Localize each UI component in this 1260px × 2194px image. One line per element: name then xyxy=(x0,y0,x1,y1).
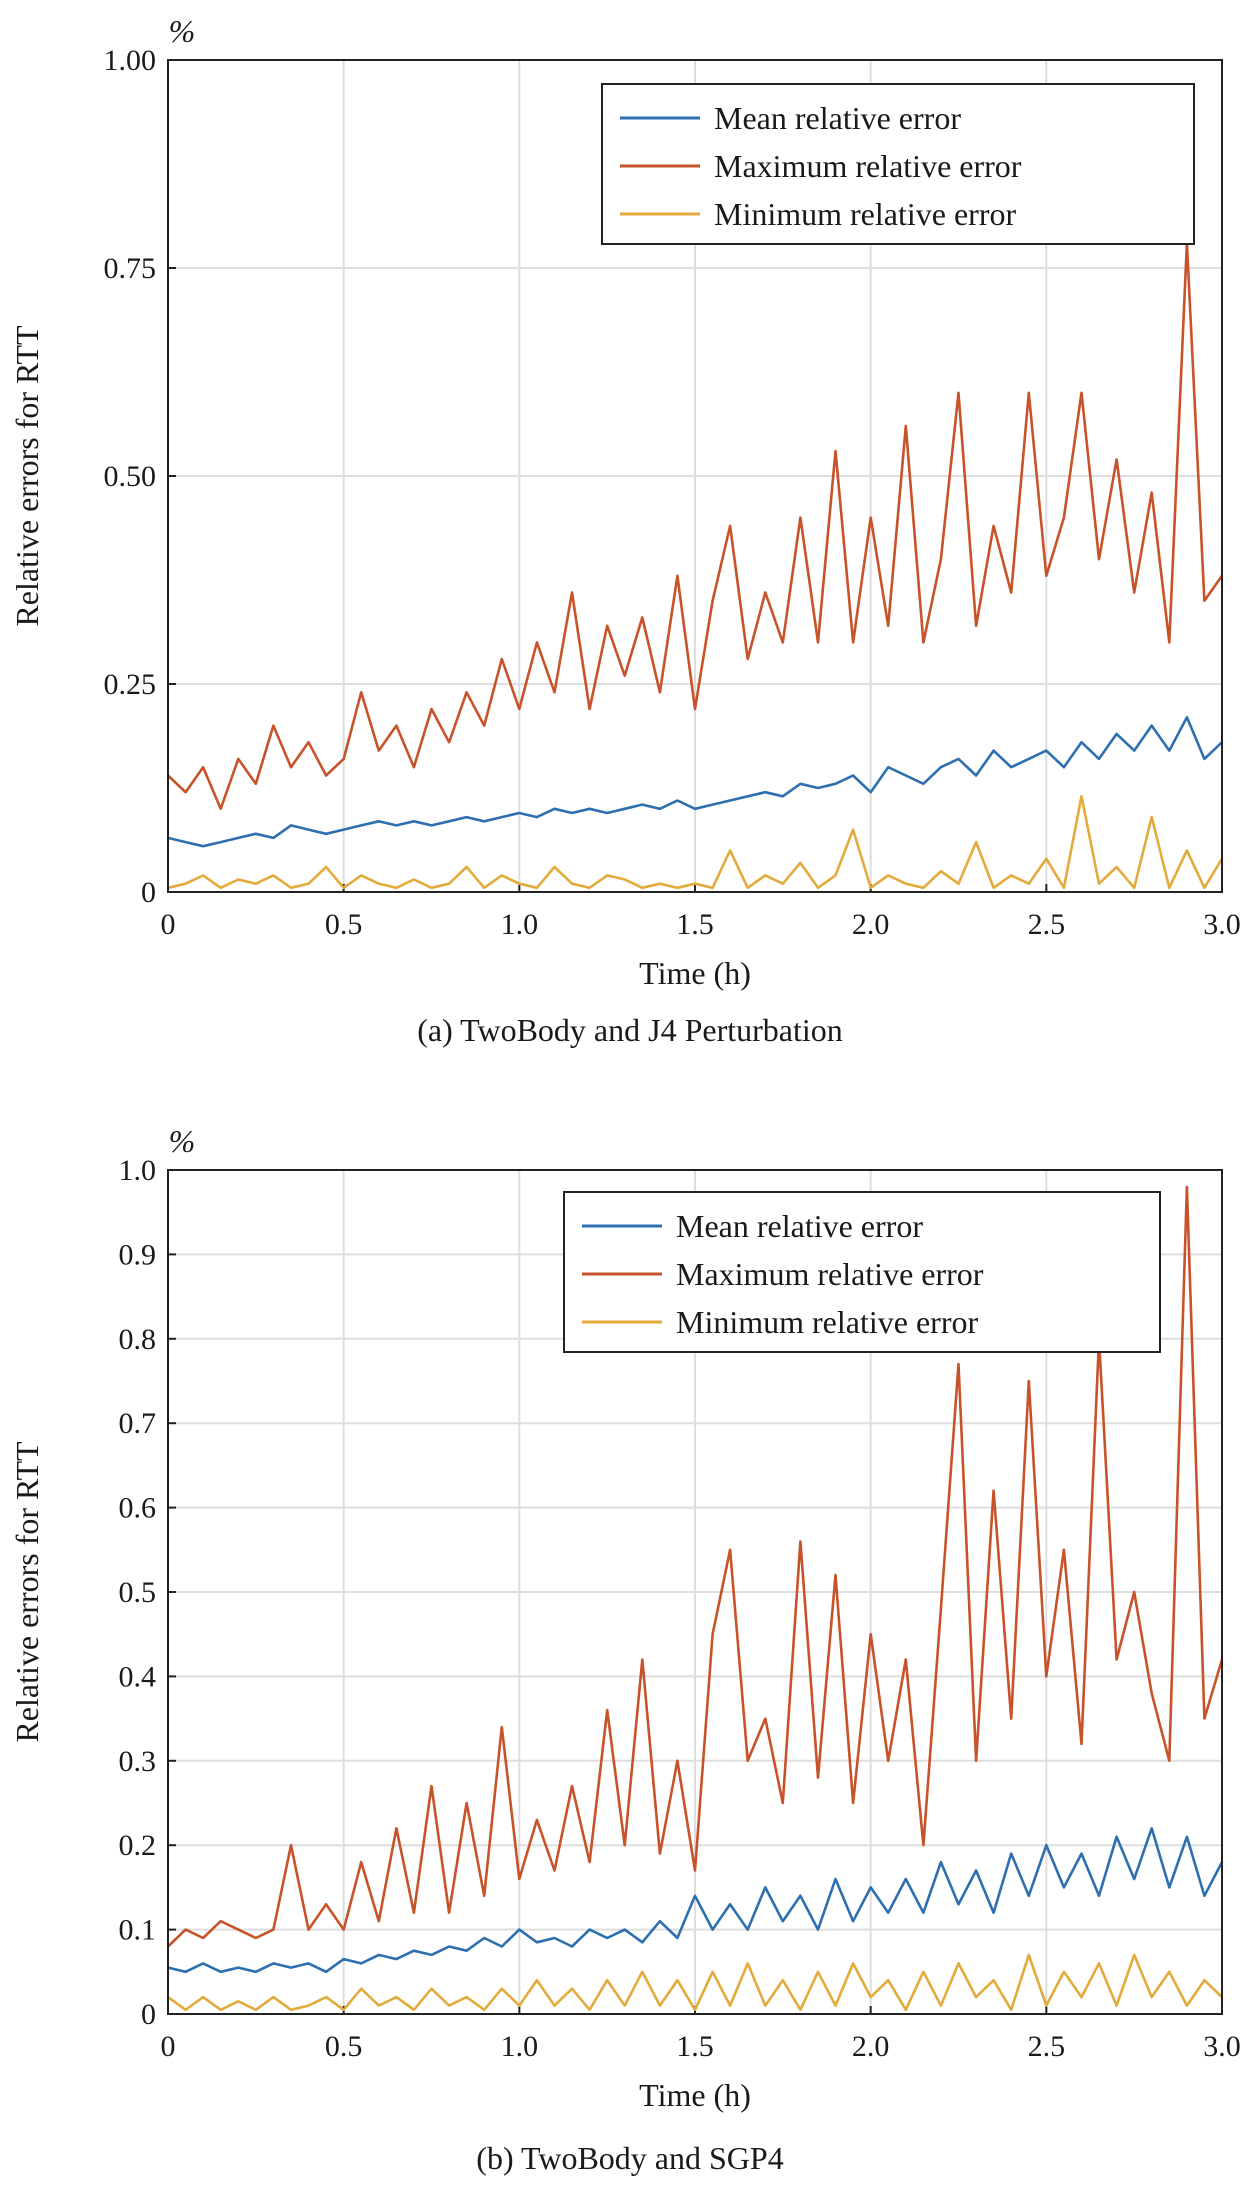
y-tick-label: 0.75 xyxy=(104,252,157,285)
series-line-mean-relative-error xyxy=(167,1826,1224,1974)
y-tick-label: 0.1 xyxy=(119,1914,157,1947)
plot-frame xyxy=(167,59,1223,893)
series-line-minimum-relative-error xyxy=(167,1953,1223,2012)
figure-a: 0 0.5 1.0 1.5 2.0 2.5 3.0 0 0.25 0.50 0.75 1.00% Tim… xyxy=(9,13,1241,1048)
unit-label: % xyxy=(169,1123,196,1159)
x-tick-label: 2.0 xyxy=(852,2030,890,2063)
y-axis-label: Relative errors for RTT xyxy=(9,1441,45,1743)
legend-label: Maximum relative error xyxy=(714,148,1022,184)
legend-label: Mean relative error xyxy=(714,100,961,136)
y-tick-label: 0.3 xyxy=(119,1745,157,1778)
y-tick-label: 0.8 xyxy=(119,1323,157,1356)
legend-label: Maximum relative error xyxy=(676,1256,984,1292)
x-tick-label: 1.5 xyxy=(676,2030,714,2063)
x-axis-label: Time (h) xyxy=(639,2077,751,2113)
x-tick-label: 1.5 xyxy=(676,908,714,941)
figure-b: 0 0.5 1.0 1.5 2.0 2.5 3.0 0 0.1 0.2 0.3 0.4 0.5 0.6 0.… xyxy=(0,1100,1260,2194)
y-tick-label: 1.0 xyxy=(119,1154,157,1187)
series-line-mean-relative-error xyxy=(167,715,1223,848)
x-axis-label: Time (h) xyxy=(639,955,751,991)
legend-label: Minimum relative error xyxy=(714,196,1016,232)
caption-a: (a) TwoBody and J4 Perturbation xyxy=(417,1012,843,1048)
x-tick-label: 3.0 xyxy=(1203,2030,1241,2063)
x-tick-label: 0.5 xyxy=(325,908,363,941)
y-tick-label: 0.2 xyxy=(119,1829,157,1862)
y-tick-label: 0 xyxy=(141,1998,156,2031)
y-tick-label: 0.50 xyxy=(104,460,157,493)
x-tick-label: 2.5 xyxy=(1028,908,1066,941)
plot-frame xyxy=(167,1169,1223,2015)
series-line-maximum-relative-error xyxy=(167,1185,1224,1948)
x-tick-label: 1.0 xyxy=(501,2030,539,2063)
y-tick-label: 1.00 xyxy=(104,44,157,77)
y-tick-label: 0.7 xyxy=(119,1407,157,1440)
y-tick-label: 0 xyxy=(141,876,156,909)
legend-box xyxy=(563,1191,1161,1353)
y-tick-label: 0.25 xyxy=(104,668,157,701)
y-axis-label: Relative errors for RTT xyxy=(9,325,45,627)
y-tick-label: 0.5 xyxy=(119,1576,157,1609)
x-tick-label: 2.0 xyxy=(852,908,890,941)
series-line-maximum-relative-error xyxy=(167,241,1224,811)
x-tick-label: 3.0 xyxy=(1203,908,1241,941)
y-tick-label: 0.4 xyxy=(119,1660,157,1693)
x-tick-label: 1.0 xyxy=(501,908,539,941)
y-tick-label: 0.9 xyxy=(119,1238,157,1271)
x-tick-label: 0.5 xyxy=(325,2030,363,2063)
legend-label: Mean relative error xyxy=(676,1208,923,1244)
legend-label: Minimum relative error xyxy=(676,1304,978,1340)
x-tick-label: 0 xyxy=(161,2030,176,2063)
chart-a-svg: 0 0.5 1.0 1.5 2.0 2.5 3.0 0 0.25 0.50 0.75 1.00% Tim… xyxy=(9,13,1241,991)
y-tick-label: 0.6 xyxy=(119,1492,157,1525)
chart-b-svg: 0 0.5 1.0 1.5 2.0 2.5 3.0 0 0.1 0.2 0.3 0.4 0.5 0.6 0.… xyxy=(9,1123,1241,2113)
unit-label: % xyxy=(169,13,196,49)
caption-b: (b) TwoBody and SGP4 xyxy=(476,2140,784,2176)
series-line-minimum-relative-error xyxy=(167,794,1224,890)
legend-box xyxy=(601,83,1195,245)
x-tick-label: 0 xyxy=(161,908,176,941)
x-tick-label: 2.5 xyxy=(1028,2030,1066,2063)
